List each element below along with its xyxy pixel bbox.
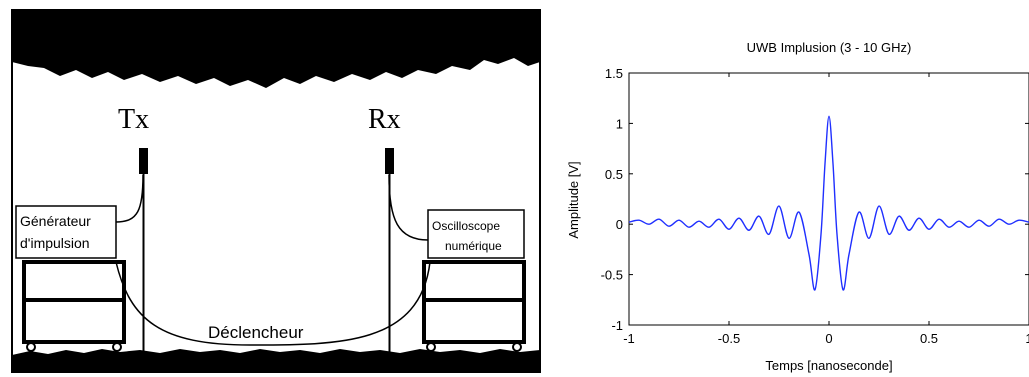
plot-area: [628, 72, 1029, 326]
tx-cable: [115, 174, 144, 223]
oscilloscope-label-line2: numérique: [445, 239, 502, 253]
y-tick-label: 0.5: [605, 167, 623, 182]
rx-cable: [388, 174, 429, 241]
x-tick-label: -0.5: [718, 331, 740, 346]
measurement-setup-diagram: Tx Rx Générateur d'impulsion Oscilloscop…: [11, 9, 541, 373]
x-tick-label: 1: [1025, 331, 1029, 346]
x-tick-label: 0.5: [920, 331, 938, 346]
oscilloscope-label-line1: Oscilloscope: [432, 219, 500, 233]
uwb-pulse-series-line: [628, 115, 1029, 291]
y-tick-label: 0: [616, 217, 623, 232]
oscilloscope-box: [427, 209, 525, 259]
x-tick-label: -1: [623, 331, 635, 346]
tx-label: Tx: [118, 104, 149, 135]
ceiling-shape: [12, 10, 540, 88]
chart-title: UWB Implusion (3 - 10 GHz): [747, 40, 912, 55]
generator-label-line2: d'impulsion: [20, 235, 90, 251]
y-axis-label: Amplitude [V]: [566, 161, 581, 238]
oscilloscope-cart: [422, 260, 526, 352]
generator-label-line1: Générateur: [20, 213, 91, 229]
x-tick-label: 0: [825, 331, 832, 346]
generator-cart: [22, 260, 126, 352]
rx-label: Rx: [368, 104, 401, 135]
floor-shape: [12, 349, 540, 372]
uwb-pulse-chart: UWB Implusion (3 - 10 GHz) Temps [nanose…: [566, 40, 1029, 373]
y-tick-label: -1: [611, 318, 623, 333]
y-tick-label: -0.5: [601, 268, 623, 283]
y-tick-label: 1.5: [605, 66, 623, 81]
y-tick-label: 1: [616, 116, 623, 131]
tx-antenna: [139, 148, 148, 174]
rx-antenna: [385, 148, 394, 174]
trigger-label: Déclencheur: [208, 323, 304, 342]
generator-box: [15, 205, 117, 259]
x-axis-label: Temps [nanoseconde]: [765, 358, 892, 373]
trigger-cable: [115, 261, 431, 346]
